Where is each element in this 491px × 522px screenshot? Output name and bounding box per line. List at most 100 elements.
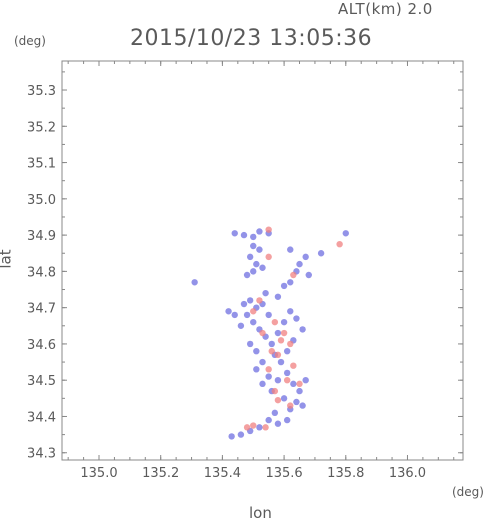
data-point-positive	[283, 377, 291, 384]
data-point-negative	[274, 420, 282, 427]
data-point-negative	[265, 416, 272, 424]
data-point-positive	[265, 366, 272, 373]
data-point-negative	[268, 340, 275, 348]
x-tick-label: 135.8	[327, 466, 364, 481]
data-point-positive	[287, 402, 294, 409]
x-axis-unit: (deg)	[452, 485, 484, 499]
data-point-negative	[280, 395, 288, 402]
data-point-positive	[271, 387, 279, 395]
data-point-positive	[250, 308, 257, 315]
data-point-negative	[283, 416, 291, 424]
y-tick-label: 35.2	[27, 120, 56, 135]
data-point-negative	[280, 318, 288, 326]
data-point-negative	[231, 311, 238, 319]
data-point-negative	[274, 329, 282, 337]
data-point-negative	[299, 402, 306, 409]
x-tick-label: 135.0	[80, 466, 117, 481]
x-axis-label: lon	[249, 504, 272, 522]
x-tick-label: 135.2	[142, 466, 179, 481]
data-point-negative	[280, 282, 288, 290]
data-points	[191, 226, 349, 440]
data-point-negative	[246, 253, 254, 261]
x-tick-label: 136.0	[389, 466, 426, 481]
data-point-negative	[225, 308, 232, 315]
data-point-positive	[274, 396, 282, 404]
data-point-positive	[296, 380, 303, 388]
data-point-positive	[280, 329, 288, 337]
data-point-positive	[290, 271, 297, 279]
data-point-negative	[250, 242, 257, 250]
data-point-negative	[265, 373, 272, 380]
y-tick-label: 34.7	[27, 302, 56, 317]
data-point-positive	[274, 351, 282, 359]
data-point-negative	[253, 260, 260, 268]
data-point-positive	[265, 253, 272, 261]
data-point-negative	[231, 230, 238, 237]
data-point-negative	[283, 347, 291, 355]
data-point-positive	[277, 337, 285, 344]
data-point-negative	[250, 268, 257, 275]
data-point-negative	[191, 279, 198, 286]
data-point-positive	[287, 340, 294, 348]
data-point-negative	[256, 424, 263, 431]
data-point-negative	[256, 228, 263, 235]
data-point-negative	[246, 340, 254, 348]
data-point-negative	[246, 297, 254, 304]
data-point-negative	[228, 433, 235, 440]
data-point-negative	[342, 230, 349, 237]
data-point-negative	[253, 347, 260, 355]
y-tick-label: 34.4	[27, 410, 56, 425]
data-point-positive	[262, 424, 269, 431]
data-point-positive	[268, 347, 275, 355]
y-tick-label: 34.3	[27, 447, 56, 462]
chart-title: 2015/10/23 13:05:36	[130, 26, 373, 51]
data-point-negative	[293, 315, 300, 322]
data-point-negative	[274, 377, 282, 384]
data-point-positive	[259, 329, 266, 337]
data-point-negative	[256, 246, 263, 253]
data-point-negative	[243, 311, 251, 319]
data-point-negative	[277, 358, 285, 366]
x-axis: 135.0 135.2 135.4 135.6 135.8 136.0	[67, 61, 455, 481]
data-point-negative	[259, 358, 266, 366]
data-point-negative	[237, 322, 245, 329]
y-axis-label: lat	[0, 249, 15, 269]
data-point-negative	[296, 387, 303, 395]
data-point-positive	[256, 297, 263, 304]
data-point-negative	[274, 293, 282, 300]
y-tick-label: 34.6	[27, 338, 56, 353]
data-point-negative	[240, 231, 248, 239]
data-point-negative	[287, 279, 294, 286]
data-point-positive	[336, 240, 343, 248]
data-point-negative	[259, 264, 266, 271]
data-point-negative	[287, 246, 294, 253]
data-point-negative	[271, 409, 279, 417]
y-tick-label: 34.8	[27, 265, 56, 280]
data-point-positive	[243, 424, 251, 431]
data-point-negative	[283, 369, 291, 377]
data-point-positive	[290, 362, 297, 369]
data-point-negative	[299, 326, 306, 333]
data-point-negative	[250, 233, 257, 241]
data-point-negative	[302, 253, 309, 261]
y-tick-label: 35.3	[27, 84, 56, 99]
x-tick-label: 135.4	[204, 466, 241, 481]
data-point-negative	[287, 308, 294, 315]
y-tick-label: 35.0	[27, 193, 56, 208]
data-point-negative	[293, 398, 300, 406]
chart-subtitle: ALT(km) 2.0	[338, 0, 433, 18]
data-point-negative	[259, 380, 266, 388]
data-point-negative	[262, 289, 269, 297]
data-point-negative	[250, 318, 257, 326]
data-point-positive	[265, 226, 272, 233]
y-tick-label: 34.9	[27, 229, 56, 244]
data-point-negative	[302, 377, 309, 384]
data-point-positive	[271, 318, 279, 326]
data-point-negative	[253, 366, 260, 373]
y-tick-label: 34.5	[27, 374, 56, 389]
data-point-negative	[265, 311, 272, 319]
plot-frame	[61, 60, 464, 461]
data-point-negative	[290, 380, 297, 388]
data-point-negative	[305, 271, 312, 279]
